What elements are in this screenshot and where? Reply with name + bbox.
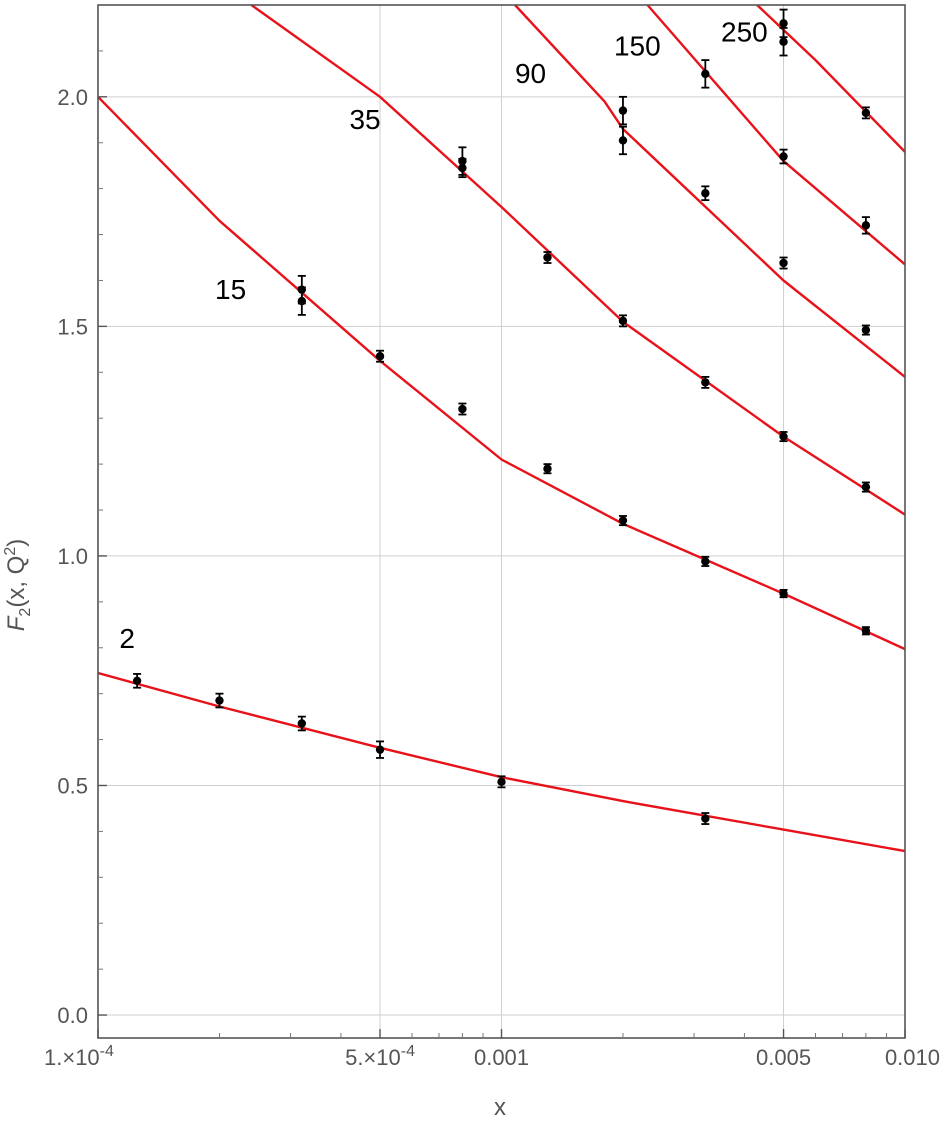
x-axis-label: x bbox=[494, 1094, 506, 1121]
data-point-90 bbox=[861, 324, 871, 336]
point-marker bbox=[701, 189, 710, 198]
y-axis-label: F2(x, Q2) bbox=[2, 539, 34, 631]
point-marker bbox=[497, 777, 506, 787]
data-point-150 bbox=[779, 148, 788, 165]
point-marker bbox=[861, 626, 871, 635]
data-point-150 bbox=[701, 59, 710, 89]
data-point-15 bbox=[701, 555, 710, 567]
point-marker bbox=[375, 352, 385, 361]
y-tick-label: 2.0 bbox=[57, 85, 88, 110]
point-marker bbox=[701, 557, 710, 566]
data-point-90 bbox=[779, 256, 788, 270]
point-marker bbox=[779, 258, 788, 268]
data-point-15 bbox=[861, 626, 871, 636]
x-tick-label: 0.005 bbox=[756, 1045, 811, 1070]
curve-label-15: 15 bbox=[215, 274, 246, 305]
data-point-35 bbox=[861, 481, 871, 493]
point-marker bbox=[618, 136, 628, 145]
point-marker bbox=[861, 221, 871, 230]
data-point-15 bbox=[375, 349, 385, 363]
point-marker bbox=[458, 404, 467, 414]
point-marker bbox=[375, 745, 385, 754]
data-point-35 bbox=[701, 375, 710, 389]
data-points bbox=[132, 8, 871, 825]
point-marker bbox=[701, 69, 710, 79]
point-marker bbox=[779, 37, 788, 46]
point-marker bbox=[779, 19, 788, 28]
y-tick-label: 1.5 bbox=[57, 314, 88, 339]
x-tick-label: 0.010 bbox=[885, 1045, 940, 1070]
point-marker bbox=[618, 316, 628, 326]
data-point-15 bbox=[779, 589, 788, 599]
point-marker bbox=[861, 325, 871, 335]
data-point-250 bbox=[779, 27, 788, 57]
data-point-35 bbox=[543, 251, 552, 264]
data-point-35 bbox=[458, 157, 467, 179]
point-marker bbox=[297, 296, 307, 306]
data-point-15 bbox=[297, 286, 307, 316]
data-point-35 bbox=[779, 431, 788, 443]
data-point-2 bbox=[132, 673, 142, 689]
data-point-15 bbox=[618, 515, 628, 527]
data-point-90 bbox=[618, 125, 628, 156]
x-tick-label: 0.001 bbox=[474, 1045, 529, 1070]
data-point-90 bbox=[701, 185, 710, 202]
point-marker bbox=[779, 432, 788, 441]
data-point-2 bbox=[297, 715, 307, 732]
data-point-35 bbox=[618, 314, 628, 328]
data-point-15 bbox=[458, 402, 467, 416]
data-point-250 bbox=[861, 106, 871, 120]
point-marker bbox=[543, 464, 552, 473]
data-point-2 bbox=[701, 812, 710, 825]
x-tick-label: 1.×10-4 bbox=[44, 1043, 114, 1070]
data-point-150 bbox=[861, 216, 871, 235]
data-point-15 bbox=[543, 463, 552, 475]
fit-curve-250 bbox=[756, 4, 906, 153]
data-point-2 bbox=[497, 775, 506, 789]
curve-label-2: 2 bbox=[119, 623, 135, 654]
fit-curve-35 bbox=[250, 4, 906, 516]
data-point-2 bbox=[215, 692, 224, 709]
y-tick-label: 0.5 bbox=[57, 773, 88, 798]
point-marker bbox=[618, 106, 628, 115]
y-tick-label: 1.0 bbox=[57, 544, 88, 569]
curve-labels: 2 15 35 90 150 250 bbox=[119, 17, 767, 654]
x-tick-label: 5.×10-4 bbox=[345, 1043, 415, 1070]
y-tick-label: 0.0 bbox=[57, 1003, 88, 1028]
point-marker bbox=[215, 696, 224, 705]
curve-label-90: 90 bbox=[515, 58, 546, 89]
point-marker bbox=[701, 814, 710, 823]
curve-label-250: 250 bbox=[721, 17, 768, 48]
data-point-90 bbox=[618, 95, 628, 126]
point-marker bbox=[701, 378, 710, 387]
curve-label-35: 35 bbox=[349, 104, 380, 135]
point-marker bbox=[779, 589, 788, 598]
point-marker bbox=[297, 719, 307, 728]
point-marker bbox=[458, 163, 467, 173]
point-marker bbox=[861, 482, 871, 492]
curve-label-150: 150 bbox=[614, 31, 661, 62]
axis-ticks: 1.×10-4 5.×10-4 0.001 0.005 0.010 0.0 0.5 1.0 1.… bbox=[44, 50, 940, 1070]
point-marker bbox=[132, 676, 142, 686]
point-marker bbox=[779, 152, 788, 161]
data-point-2 bbox=[375, 740, 385, 759]
point-marker bbox=[618, 516, 628, 525]
point-marker bbox=[861, 108, 871, 118]
point-marker bbox=[543, 253, 552, 262]
fit-curve-90 bbox=[514, 4, 906, 378]
